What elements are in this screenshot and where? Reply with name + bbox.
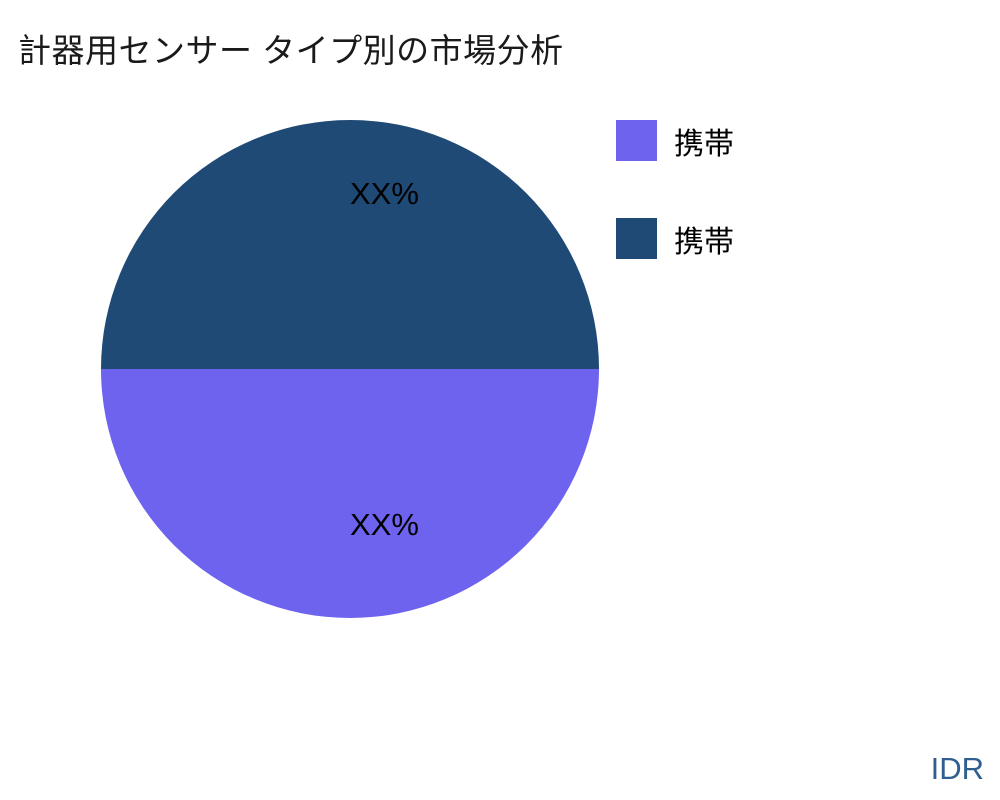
legend-item-1: 携帯 xyxy=(616,218,734,259)
legend-swatch-icon xyxy=(616,120,657,161)
legend-item-label: 携帯 xyxy=(674,225,734,259)
legend-item-0: 携帯 xyxy=(616,120,734,161)
legend-item-label: 携帯 xyxy=(674,127,734,161)
pie-slice-label-bottom: XX% xyxy=(350,507,419,542)
legend-swatch-icon xyxy=(616,218,657,259)
chart-title: 計器用センサー タイプ別の市場分析 xyxy=(18,32,564,69)
watermark-idr: IDR xyxy=(930,751,984,786)
pie-chart: XX% XX% xyxy=(101,120,599,618)
pie-slice-label-top: XX% xyxy=(350,176,419,211)
legend: 携帯 携帯 xyxy=(616,120,734,316)
